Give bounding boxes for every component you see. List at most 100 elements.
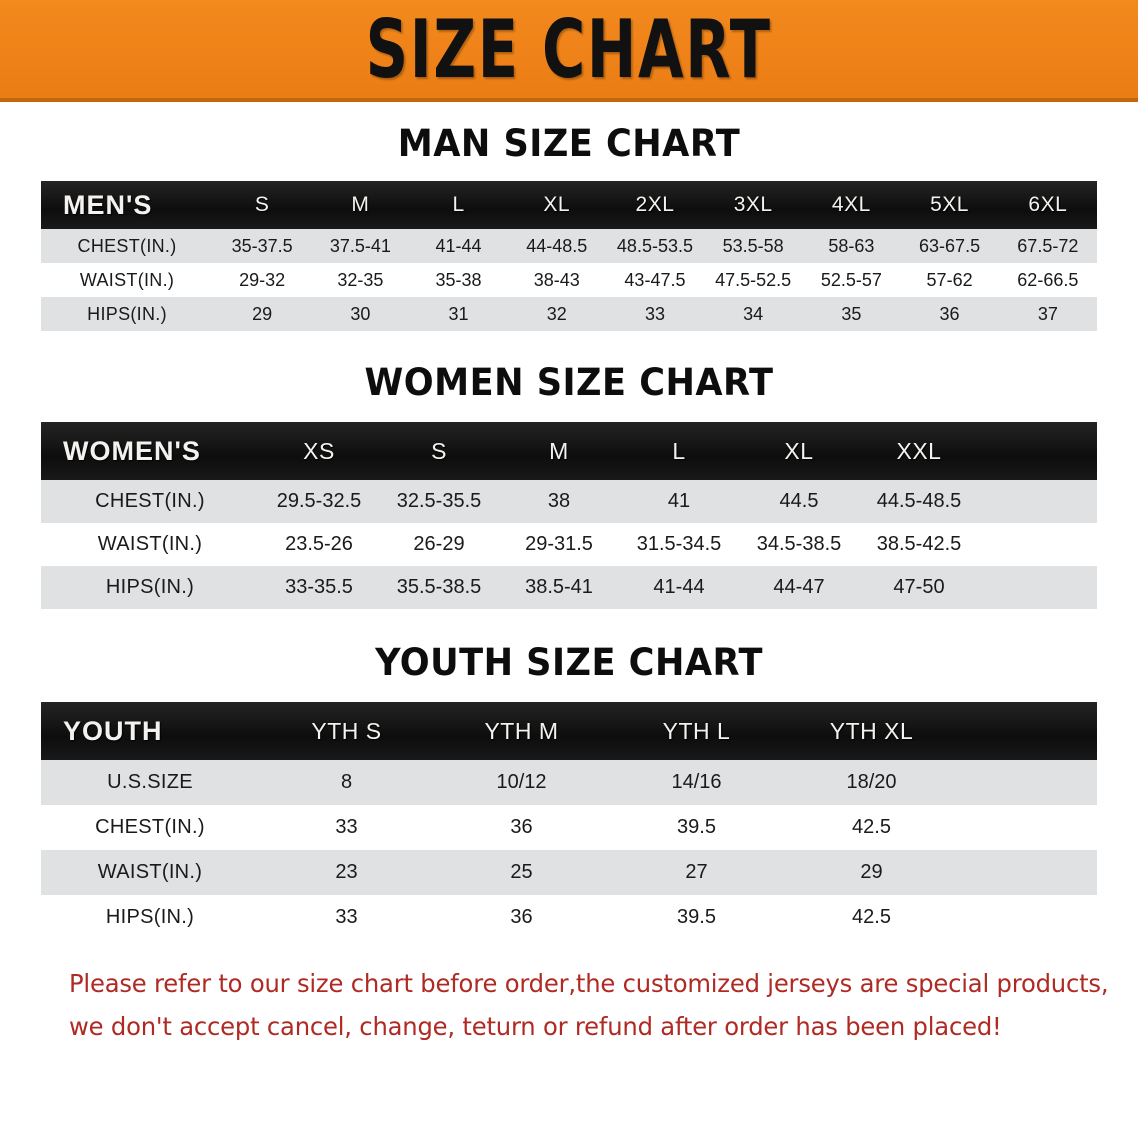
- youth-size-table: YOUTH YTH S YTH M YTH L YTH XL U.S.SIZE 8 10/1…: [41, 702, 1097, 940]
- youth-column-header: YTH XL: [829, 717, 914, 744]
- women-cell: 34.5-38.5: [756, 533, 842, 555]
- youth-cell: 33: [335, 816, 358, 838]
- youth-table-body: U.S.SIZE 8 10/12 14/16 18/20 CHEST(IN.) 33 36 39…: [41, 760, 1097, 940]
- man-table-wrap: MEN'S S M L XL 2XL 3XL 4XL 5XL 6XL CHEST(IN.) 35-3…: [41, 181, 1097, 331]
- youth-column-header: YTH S: [311, 717, 382, 744]
- women-column-header: XS: [303, 437, 335, 464]
- women-size-table: WOMEN'S XS S M L XL XXL CHEST(IN.) 29.5-32.5 32.…: [41, 422, 1097, 609]
- man-cell: 58-63: [828, 235, 875, 256]
- man-column-header: XL: [543, 193, 571, 216]
- women-column-header: XXL: [896, 437, 942, 464]
- man-cell: 29: [252, 303, 273, 324]
- youth-cell: 29: [860, 861, 883, 883]
- order-policy-line-1: Please refer to our size chart before or…: [69, 969, 1109, 998]
- women-column-header: L: [672, 437, 686, 464]
- man-cell: 41-44: [435, 235, 482, 256]
- women-cell-spacer: [979, 523, 1097, 566]
- women-table-head: WOMEN'S XS S M L XL XXL: [41, 422, 1097, 480]
- man-column-header: 4XL: [831, 193, 871, 216]
- man-row-label: HIPS(IN.): [87, 303, 167, 324]
- man-cell: 48.5-53.5: [616, 235, 693, 256]
- youth-table-row: CHEST(IN.) 33 36 39.5 42.5: [41, 805, 1097, 850]
- man-header-row: MEN'S S M L XL 2XL 3XL 4XL 5XL 6XL: [41, 181, 1097, 229]
- women-cell: 47-50: [893, 576, 945, 598]
- page-title: SIZE CHART: [365, 1, 773, 97]
- page-banner: SIZE CHART: [0, 0, 1138, 102]
- youth-cell: 14/16: [671, 771, 722, 793]
- women-cell: 35.5-38.5: [396, 576, 482, 598]
- women-cell: 29-31.5: [525, 533, 593, 555]
- women-cell: 32.5-35.5: [396, 490, 482, 512]
- women-column-header: XL: [784, 437, 814, 464]
- youth-row-label: HIPS(IN.): [105, 906, 195, 928]
- youth-cell: 18/20: [846, 771, 897, 793]
- man-table-corner-label: MEN'S: [63, 189, 153, 220]
- man-cell: 35-37.5: [231, 235, 293, 256]
- youth-table-row: U.S.SIZE 8 10/12 14/16 18/20: [41, 760, 1097, 805]
- youth-row-label: CHEST(IN.): [95, 816, 205, 838]
- man-cell: 29-32: [239, 269, 286, 290]
- women-row-label: CHEST(IN.): [95, 490, 205, 512]
- man-column-header: 5XL: [930, 193, 969, 216]
- women-column-header: S: [431, 437, 447, 464]
- man-cell: 63-67.5: [919, 235, 981, 256]
- man-row-label: WAIST(IN.): [79, 269, 175, 290]
- youth-cell: 27: [685, 861, 708, 883]
- man-table-row: WAIST(IN.) 29-32 32-35 35-38 38-43 43-47.5 47.…: [41, 263, 1097, 297]
- women-cell: 38.5-41: [525, 576, 593, 598]
- women-table-body: CHEST(IN.) 29.5-32.5 32.5-35.5 38 41 44.5 44.5…: [41, 480, 1097, 609]
- youth-cell: 42.5: [852, 816, 891, 838]
- youth-cell-spacer: [959, 895, 1097, 940]
- women-row-label: HIPS(IN.): [105, 576, 195, 598]
- women-table-wrap: WOMEN'S XS S M L XL XXL CHEST(IN.) 29.5-32.5 32.…: [41, 422, 1097, 609]
- man-column-header: S: [254, 193, 270, 216]
- women-table-row: WAIST(IN.) 23.5-26 26-29 29-31.5 31.5-34.5 34…: [41, 523, 1097, 566]
- man-cell: 31: [448, 303, 469, 324]
- youth-cell: 42.5: [852, 906, 891, 928]
- women-cell: 41: [667, 490, 691, 512]
- man-cell: 35-38: [435, 269, 482, 290]
- youth-size-section: YOUTH SIZE CHART YOUTH YTH S YTH M YTH L YTH…: [0, 641, 1138, 940]
- women-cell: 23.5-26: [285, 533, 353, 555]
- youth-cell: 25: [510, 861, 533, 883]
- man-cell: 67.5-72: [1017, 235, 1079, 256]
- man-cell: 36: [939, 303, 960, 324]
- man-cell: 34: [743, 303, 764, 324]
- women-cell: 33-35.5: [285, 576, 353, 598]
- man-cell: 53.5-58: [722, 235, 784, 256]
- man-cell: 43-47.5: [624, 269, 686, 290]
- man-cell: 32: [546, 303, 567, 324]
- man-row-label: CHEST(IN.): [77, 235, 177, 256]
- order-policy-note: Please refer to our size chart before or…: [69, 962, 1109, 1048]
- youth-cell: 10/12: [496, 771, 547, 793]
- youth-cell: 33: [335, 906, 358, 928]
- women-column-header: M: [549, 437, 569, 464]
- youth-row-label: U.S.SIZE: [107, 771, 193, 793]
- man-cell: 52.5-57: [820, 269, 882, 290]
- women-cell: 44.5-48.5: [876, 490, 962, 512]
- man-table-body: CHEST(IN.) 35-37.5 37.5-41 41-44 44-48.5 48.5…: [41, 229, 1097, 331]
- youth-header-row: YOUTH YTH S YTH M YTH L YTH XL: [41, 702, 1097, 760]
- man-cell: 44-48.5: [526, 235, 588, 256]
- man-cell: 32-35: [337, 269, 384, 290]
- order-policy-line-2: we don't accept cancel, change, teturn o…: [69, 1012, 1002, 1041]
- women-cell-spacer: [979, 566, 1097, 609]
- women-header-spacer: [979, 422, 1097, 480]
- women-cell: 38: [547, 490, 571, 512]
- man-column-header: 2XL: [635, 193, 675, 216]
- women-cell: 31.5-34.5: [636, 533, 722, 555]
- youth-table-head: YOUTH YTH S YTH M YTH L YTH XL: [41, 702, 1097, 760]
- women-header-row: WOMEN'S XS S M L XL XXL: [41, 422, 1097, 480]
- women-table-row: HIPS(IN.) 33-35.5 35.5-38.5 38.5-41 41-44 44-…: [41, 566, 1097, 609]
- women-size-section: WOMEN SIZE CHART WOMEN'S XS S M L XL XXL CHEST…: [0, 361, 1138, 609]
- youth-cell-spacer: [959, 760, 1097, 805]
- man-size-section: MAN SIZE CHART MEN'S S M L XL 2XL 3XL 4XL 5XL 6XL…: [0, 122, 1138, 331]
- man-table-row: HIPS(IN.) 29 30 31 32 33 34 35 36 37: [41, 297, 1097, 331]
- women-cell-spacer: [979, 480, 1097, 523]
- man-cell: 57-62: [926, 269, 973, 290]
- man-cell: 62-66.5: [1017, 269, 1079, 290]
- women-cell: 41-44: [653, 576, 705, 598]
- youth-row-label: WAIST(IN.): [97, 861, 203, 883]
- man-column-header: 6XL: [1028, 193, 1068, 216]
- women-cell: 44-47: [773, 576, 825, 598]
